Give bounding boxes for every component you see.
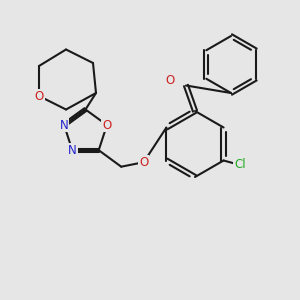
Text: O: O [139,156,148,169]
Text: N: N [68,144,76,157]
Text: Cl: Cl [234,158,246,172]
Text: O: O [34,89,43,103]
Text: O: O [102,118,112,131]
Text: N: N [60,118,68,131]
Text: O: O [165,74,174,88]
